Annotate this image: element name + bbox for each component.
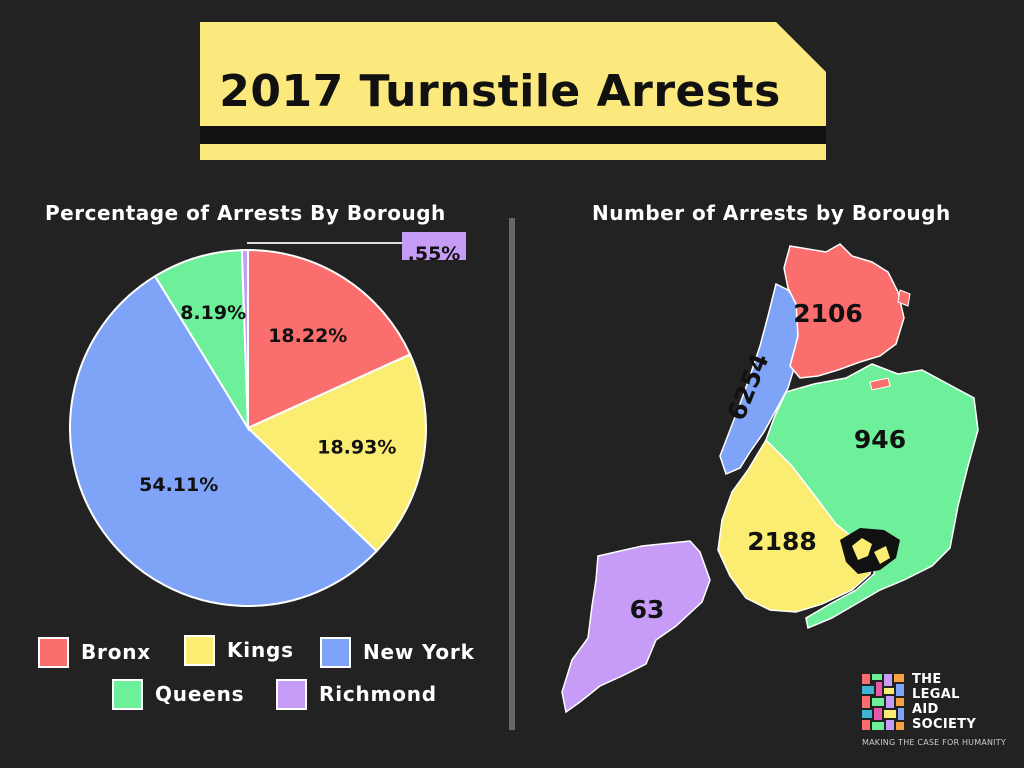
- legend-swatch-queens: [112, 678, 143, 710]
- legend-item-new-york: New York: [320, 636, 475, 668]
- legend-swatch-bronx: [38, 636, 69, 668]
- logo-tile: [862, 686, 874, 694]
- logo-tile: [862, 720, 870, 730]
- logo-name: THE LEGAL AID SOCIETY: [912, 672, 977, 732]
- legend-item-bronx: Bronx: [38, 636, 151, 668]
- pie-label-bronx: 18.22%: [268, 325, 347, 347]
- legend-swatch-kings: [184, 634, 215, 666]
- map-label-kings: 2188: [747, 527, 817, 556]
- logo-tile: [872, 698, 884, 706]
- logo-tile: [874, 708, 882, 720]
- pie-slice-kings: [246, 353, 427, 553]
- map-chart-title: Number of Arrests by Borough: [592, 201, 951, 225]
- map-jamaica-bay-islands: [852, 538, 890, 564]
- legend-label-richmond: Richmond: [319, 682, 437, 706]
- title-banner-shape: [200, 22, 826, 160]
- logo-tile: [896, 722, 904, 730]
- legend-label-kings: Kings: [227, 638, 294, 662]
- pie-label-richmond: .55%: [408, 243, 461, 265]
- logo-tile: [872, 674, 882, 680]
- pie-label-new-york: 54.11%: [139, 474, 218, 496]
- pie-slice-queens: [153, 249, 250, 432]
- title-banner-fill: [200, 22, 826, 126]
- pie-slice-richmond: [240, 248, 249, 429]
- map-region-richmond: [561, 540, 711, 714]
- map-region-bronx: [783, 243, 905, 379]
- title-banner-bottom: [200, 144, 826, 160]
- page-title: 2017 Turnstile Arrests: [219, 66, 781, 117]
- legend-swatch-richmond: [276, 678, 307, 710]
- title-banner: 2017 Turnstile Arrests: [200, 22, 826, 160]
- legal-aid-society-logo: THE LEGAL AID SOCIETY MAKING THE CASE FO…: [862, 672, 1022, 752]
- legend-label-bronx: Bronx: [81, 640, 151, 664]
- pie-chart-title: Percentage of Arrests By Borough: [45, 201, 446, 225]
- legend-label-new-york: New York: [363, 640, 475, 664]
- logo-tile: [862, 696, 870, 708]
- logo-tile: [884, 674, 892, 686]
- pie-slice-new-york: [69, 274, 379, 607]
- legend-label-queens: Queens: [155, 682, 245, 706]
- title-banner-stripe: [200, 126, 826, 144]
- logo-tile: [894, 674, 904, 682]
- logo-tile: [898, 708, 904, 720]
- map-jamaica-bay: [840, 528, 900, 574]
- divider: [509, 218, 515, 730]
- logo-tagline: MAKING THE CASE FOR HUMANITY: [862, 738, 1006, 747]
- map-label-bronx: 2106: [793, 299, 863, 328]
- map-label-queens: 946: [854, 425, 906, 454]
- logo-mosaic-icon: [862, 674, 904, 730]
- legend-item-kings: Kings: [184, 634, 294, 666]
- pie-slices: [69, 248, 427, 607]
- logo-tile: [872, 722, 884, 730]
- logo-tile: [884, 688, 894, 694]
- richmond-label-box: [402, 232, 466, 260]
- pie-slice-bronx: [247, 248, 412, 430]
- pie-label-kings: 18.93%: [317, 437, 396, 459]
- legend-item-queens: Queens: [112, 678, 244, 710]
- logo-tile: [884, 710, 896, 718]
- map-label-richmond: 63: [630, 595, 665, 624]
- logo-tile: [886, 696, 894, 708]
- logo-tile: [896, 684, 904, 696]
- legend-item-richmond: Richmond: [276, 678, 437, 710]
- logo-tile: [862, 710, 872, 718]
- pie-chart: 18.22% 18.93% 54.11% 8.19% .55%: [69, 232, 466, 607]
- pie-labels: 18.22% 18.93% 54.11% 8.19% .55%: [139, 243, 460, 496]
- legend-swatch-new-york: [320, 636, 351, 668]
- map-bronx-islands: [869, 289, 911, 391]
- logo-tile: [896, 698, 904, 706]
- logo-tile: [876, 682, 882, 696]
- map-region-queens: [765, 363, 979, 630]
- logo-tile: [886, 720, 894, 730]
- pie-label-queens: 8.19%: [180, 302, 246, 324]
- logo-tile: [862, 674, 870, 684]
